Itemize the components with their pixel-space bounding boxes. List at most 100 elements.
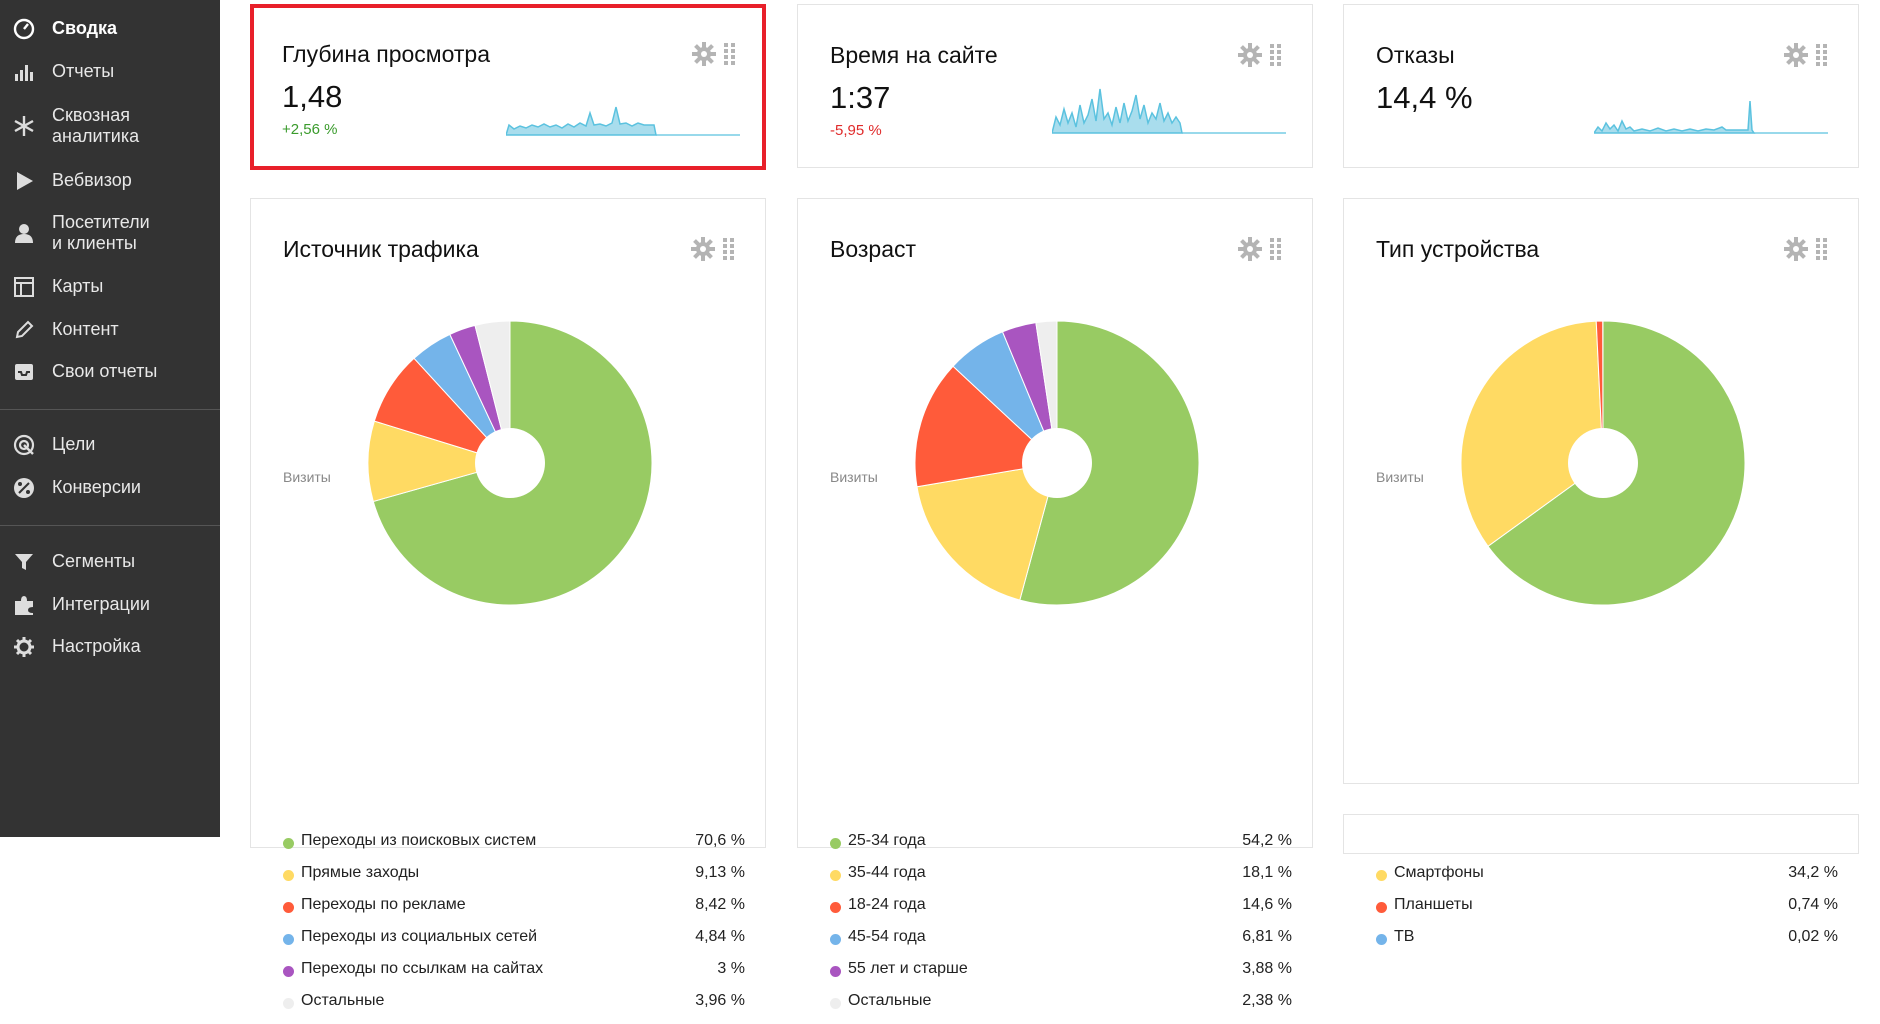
legend-value: 14,6 % (1242, 896, 1292, 914)
widget-next-placeholder (1343, 814, 1859, 854)
legend-value: 3 % (717, 960, 745, 978)
filter-icon (13, 551, 35, 573)
legend-value: 4,84 % (695, 928, 745, 946)
legend-color-dot (283, 934, 294, 945)
legend-label: ТВ (1394, 928, 1414, 946)
sidebar-item-settings[interactable]: Настройка (0, 636, 220, 662)
sidebar-item-reports[interactable]: Отчеты (0, 61, 220, 87)
sidebar-item-label-line1: Сквозная (52, 105, 130, 126)
sidebar-item-goals[interactable]: Цели (0, 434, 220, 460)
sidebar-divider (0, 409, 220, 410)
sparkline-chart (1052, 83, 1286, 135)
legend-item[interactable]: Переходы по ссылкам на сайтах 3 % (283, 960, 745, 992)
pie-center-hole (1568, 428, 1638, 498)
percent-icon (13, 477, 35, 499)
sidebar-item-visitors[interactable]: Посетители и клиенты (0, 212, 220, 258)
metric-card-bounces: Отказы 14,4 % (1343, 4, 1859, 168)
sidebar-item-label: Настройка (52, 636, 141, 657)
legend-color-dot (283, 902, 294, 913)
legend-item[interactable]: Планшеты 0,74 % (1376, 896, 1838, 928)
legend-color-dot (1376, 934, 1387, 945)
legend-value: 18,1 % (1242, 864, 1292, 882)
widget-traffic-source: Источник трафика Визиты Переходы из поис… (250, 198, 766, 848)
legend-value: 70,6 % (695, 832, 745, 850)
legend-label: Переходы по ссылкам на сайтах (301, 960, 543, 978)
legend-value: 6,81 % (1242, 928, 1292, 946)
snowflake-icon (13, 115, 35, 137)
legend-color-dot (283, 838, 294, 849)
play-icon (13, 170, 35, 192)
pie-chart (251, 199, 767, 799)
sidebar-item-label-line2: и клиенты (52, 233, 137, 254)
legend-label: Планшеты (1394, 896, 1473, 914)
drag-handle-icon[interactable] (1816, 44, 1828, 71)
sidebar-divider (0, 525, 220, 526)
legend-item[interactable]: 55 лет и старше 3,88 % (830, 960, 1292, 992)
legend-color-dot (1376, 870, 1387, 881)
sidebar-item-integrations[interactable]: Интеграции (0, 594, 220, 620)
sidebar-item-maps[interactable]: Карты (0, 276, 220, 302)
legend-value: 34,2 % (1788, 864, 1838, 882)
legend-value: 9,13 % (695, 864, 745, 882)
sidebar-item-label: Отчеты (52, 61, 114, 82)
sidebar-item-segments[interactable]: Сегменты (0, 551, 220, 577)
legend-label: 25-34 года (848, 832, 926, 850)
widget-device-type: Тип устройства Визиты ПК65 %Смартфоны34,… (1343, 198, 1859, 784)
legend-value: 0,74 % (1788, 896, 1838, 914)
legend-label: Остальные (848, 992, 931, 1010)
gear-icon[interactable] (1238, 43, 1262, 72)
sidebar-item-end-to-end-analytics[interactable]: Сквозная аналитика (0, 105, 220, 151)
pie-center-hole (1022, 428, 1092, 498)
metric-value: 1:37 (830, 80, 890, 116)
user-icon (13, 222, 35, 244)
legend-value: 3,88 % (1242, 960, 1292, 978)
sidebar-item-custom-reports[interactable]: Свои отчеты (0, 361, 220, 387)
card-title: Отказы (1376, 42, 1455, 69)
card-title: Глубина просмотра (282, 41, 490, 68)
legend-item[interactable]: Переходы по рекламе 8,42 % (283, 896, 745, 928)
legend-value: 0,02 % (1788, 928, 1838, 946)
legend-value: 8,42 % (695, 896, 745, 914)
legend-color-dot (283, 998, 294, 1009)
sidebar-item-webvisor[interactable]: Вебвизор (0, 170, 220, 196)
legend-item[interactable]: ТВ 0,02 % (1376, 928, 1838, 960)
metric-value: 14,4 % (1376, 80, 1473, 116)
pie-chart (1344, 199, 1860, 799)
legend-label: 55 лет и старше (848, 960, 968, 978)
legend-label: Остальные (301, 992, 384, 1010)
legend-color-dot (283, 966, 294, 977)
sidebar-item-label-line1: Посетители (52, 212, 150, 233)
sidebar-item-label: Сегменты (52, 551, 135, 572)
legend-label: Переходы по рекламе (301, 896, 466, 914)
legend-color-dot (830, 870, 841, 881)
gear-icon[interactable] (1784, 43, 1808, 72)
gear-icon[interactable] (692, 42, 716, 71)
legend-color-dot (830, 998, 841, 1009)
dashboard-icon (13, 18, 35, 40)
pie-chart (798, 199, 1314, 799)
drag-handle-icon[interactable] (724, 43, 736, 70)
metric-card-depth: Глубина просмотра 1,48 +2,56 % (250, 4, 766, 170)
sidebar-item-content[interactable]: Контент (0, 319, 220, 345)
pencil-icon (13, 319, 35, 341)
sidebar-item-label: Цели (52, 434, 95, 455)
legend-label: 45-54 года (848, 928, 926, 946)
sidebar-item-label: Контент (52, 319, 119, 340)
sidebar-item-conversions[interactable]: Конверсии (0, 477, 220, 503)
drag-handle-icon[interactable] (1270, 44, 1282, 71)
sidebar-item-label: Свои отчеты (52, 361, 157, 382)
legend-item[interactable]: 45-54 года 6,81 % (830, 928, 1292, 960)
sidebar-item-summary[interactable]: Сводка (0, 18, 220, 44)
chart-legend: Переходы из поисковых систем 70,6 % Прямые… (283, 832, 745, 1024)
legend-color-dot (1376, 902, 1387, 913)
sidebar-item-label: Конверсии (52, 477, 141, 498)
legend-label: Переходы из поисковых систем (301, 832, 536, 850)
